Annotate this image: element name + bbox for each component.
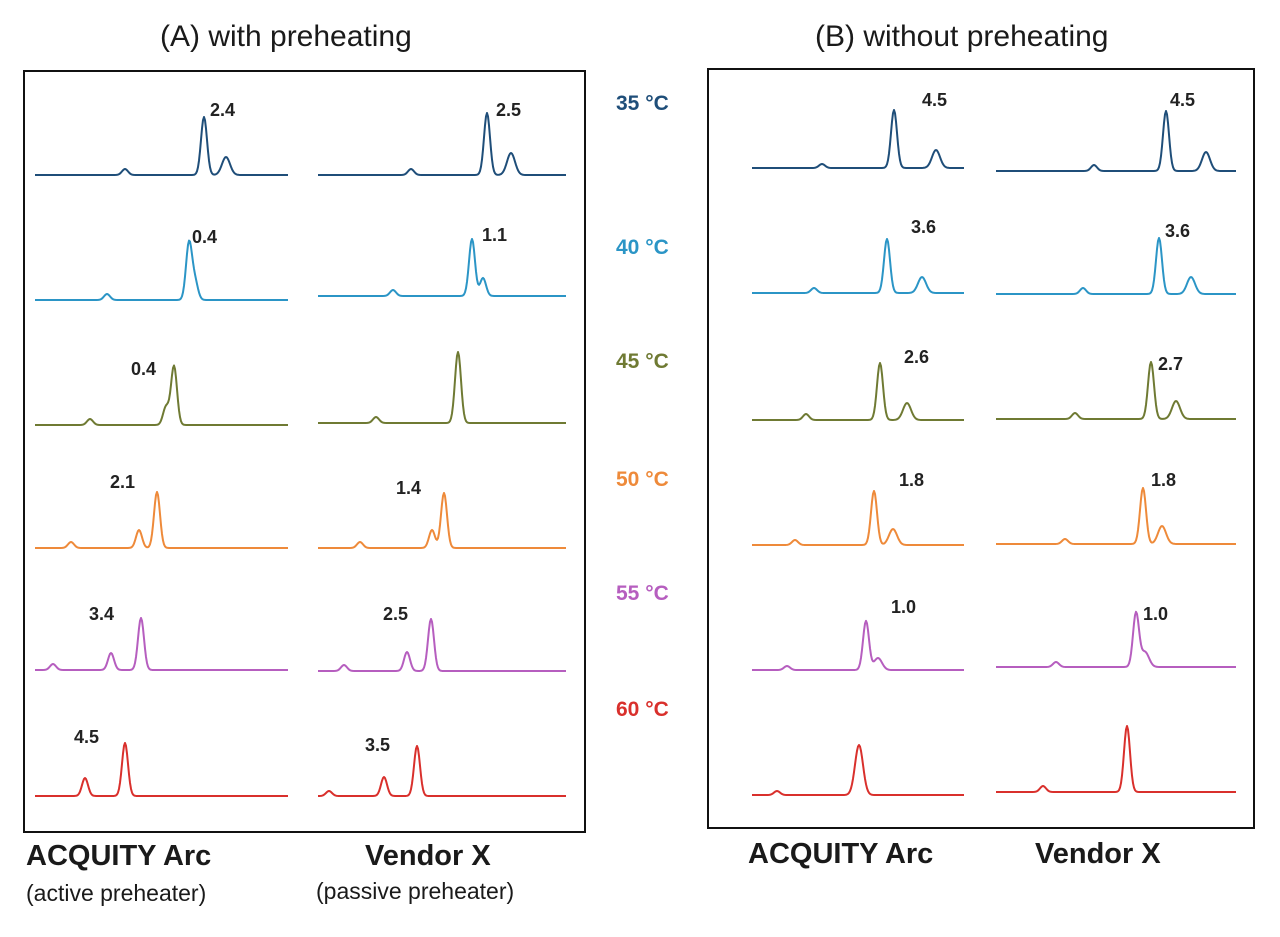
- chromatogram-b0-0: [752, 109, 964, 169]
- panel-b-title: (B) without preheating: [815, 20, 1109, 53]
- resolution-label-b0-1: 3.6: [911, 217, 936, 237]
- resolution-label-b1-2: 2.7: [1158, 354, 1183, 374]
- chromatogram-a0-1: [35, 239, 288, 301]
- chromatogram-b1-5: [996, 725, 1236, 793]
- chromatogram-a0-0: [35, 116, 288, 176]
- resolution-label-a1-4: 2.5: [383, 604, 408, 624]
- chromatogram-b1-3: [996, 487, 1236, 545]
- resolution-label-b1-4: 1.0: [1143, 604, 1168, 624]
- resolution-label-a1-1: 1.1: [482, 225, 507, 245]
- resolution-label-b0-3: 1.8: [899, 470, 924, 490]
- chromatogram-b1-0: [996, 110, 1236, 172]
- panel-a-frame: [23, 70, 586, 833]
- column-sub-a-acquity: (active preheater): [26, 880, 207, 906]
- column-label-a-vendor: Vendor X: [365, 840, 491, 872]
- chromatogram-b0-5: [752, 744, 964, 796]
- panel-b-frame: [707, 68, 1255, 829]
- resolution-label-a1-5: 3.5: [365, 735, 390, 755]
- resolution-label-a0-4: 3.4: [89, 604, 114, 624]
- resolution-label-b1-0: 4.5: [1170, 90, 1195, 110]
- resolution-label-b1-1: 3.6: [1165, 221, 1190, 241]
- resolution-label-b0-4: 1.0: [891, 597, 916, 617]
- resolution-label-a0-5: 4.5: [74, 727, 99, 747]
- chromatogram-b0-4: [752, 619, 964, 671]
- resolution-label-a0-1: 0.4: [192, 227, 217, 247]
- chromatogram-a0-2: [35, 364, 288, 426]
- resolution-label-a0-2: 0.4: [131, 359, 156, 379]
- chromatogram-a0-5: [35, 742, 288, 797]
- temp-label-50: 50 °C: [616, 468, 669, 491]
- chromatogram-b0-2: [752, 362, 964, 421]
- chromatogram-a0-4: [35, 617, 288, 671]
- chromatogram-b1-2: [996, 361, 1236, 420]
- panel-a-title: (A) with preheating: [160, 20, 412, 53]
- chromatogram-a1-0: [318, 112, 566, 176]
- chromatogram-a1-4: [318, 618, 566, 672]
- temp-label-45: 45 °C: [616, 350, 669, 373]
- resolution-label-a0-0: 2.4: [210, 100, 235, 120]
- resolution-label-a0-3: 2.1: [110, 472, 135, 492]
- chromatogram-a0-3: [35, 491, 288, 549]
- column-label-b-acquity: ACQUITY Arc: [748, 838, 934, 870]
- resolution-label-b0-0: 4.5: [922, 90, 947, 110]
- temp-label-55: 55 °C: [616, 582, 669, 605]
- chromatogram-a1-1: [318, 237, 566, 297]
- resolution-label-a1-0: 2.5: [496, 100, 521, 120]
- temp-label-40: 40 °C: [616, 236, 669, 259]
- chromatogram-b0-3: [752, 490, 964, 546]
- chromatogram-a1-5: [317, 745, 566, 797]
- resolution-label-a1-3: 1.4: [396, 478, 421, 498]
- resolution-label-b0-2: 2.6: [904, 347, 929, 367]
- column-label-a-acquity: ACQUITY Arc: [26, 840, 212, 872]
- chromatogram-a1-2: [318, 351, 566, 424]
- temp-label-60: 60 °C: [616, 698, 669, 721]
- chromatogram-b1-4: [996, 610, 1236, 668]
- resolution-label-b1-3: 1.8: [1151, 470, 1176, 490]
- column-label-b-vendor: Vendor X: [1035, 838, 1161, 870]
- column-sub-a-vendor: (passive preheater): [316, 878, 515, 904]
- chromatogram-b1-1: [996, 237, 1236, 295]
- temp-label-35: 35 °C: [616, 92, 669, 115]
- chromatogram-a1-3: [318, 491, 566, 549]
- chromatogram-b0-1: [752, 238, 964, 294]
